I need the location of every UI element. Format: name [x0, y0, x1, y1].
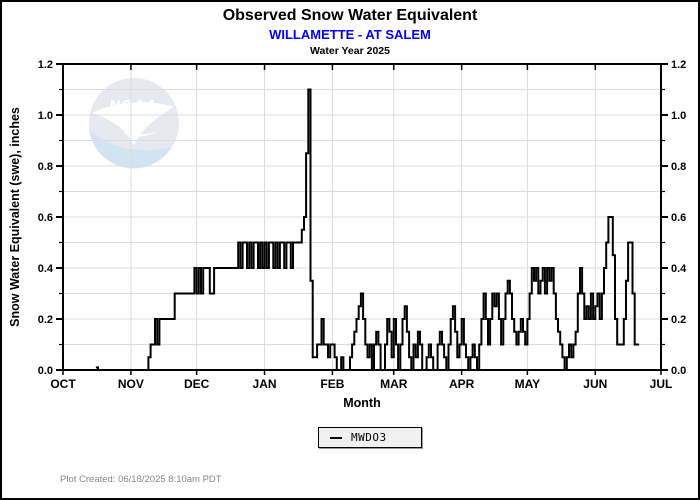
y-tick-label-right: 0.0: [671, 365, 686, 377]
legend-box: MWDO3: [318, 427, 422, 448]
x-tick-label-may: MAY: [515, 377, 541, 391]
noaa-logo-watermark: NOAA: [89, 78, 179, 169]
y-tick-label-left: 0.8: [38, 161, 53, 173]
x-tick-label-jun: JUN: [583, 377, 607, 391]
y-tick-label-right: 1.0: [671, 110, 686, 122]
station-name: WILLAMETTE - AT SALEM: [269, 27, 431, 42]
x-tick-label-feb: FEB: [320, 377, 344, 391]
legend-series-label: MWDO3: [351, 431, 387, 444]
x-tick-label-mar: MAR: [380, 377, 408, 391]
swe-chart: NOAA 0.0 0.0 0.2 0.2 0.4 0.4 0.6 0.6 0.8 0.8 1.0 1.0…: [8, 59, 687, 410]
noaa-watermark-text: NOAA: [110, 97, 158, 114]
y-tick-label-right: 1.2: [671, 59, 686, 71]
y-axis-title: Snow Water Equivalent (swe), inches: [8, 107, 22, 327]
y-tick-label-left: 0.0: [38, 365, 53, 377]
x-tick-label-jul: JUL: [650, 377, 673, 391]
axis-ticks: [56, 63, 668, 375]
x-tick-label-dec: DEC: [184, 377, 210, 391]
x-axis-title: Month: [343, 396, 380, 410]
y-tick-label-right: 0.4: [671, 263, 687, 275]
legend-line-sample: [330, 436, 342, 439]
water-year-label: Water Year 2025: [310, 45, 390, 57]
y-tick-label-right: 0.2: [671, 314, 686, 326]
swe-data-line: [95, 88, 640, 371]
y-tick-label-right: 0.6: [671, 212, 686, 224]
y-tick-label-left: 0.4: [38, 263, 54, 275]
y-tick-label-left: 0.6: [38, 212, 53, 224]
x-tick-label-nov: NOV: [118, 377, 144, 391]
y-tick-label-right: 0.8: [671, 161, 686, 173]
page-title: Observed Snow Water Equivalent: [222, 7, 478, 24]
y-tick-label-left: 1.2: [38, 59, 53, 71]
x-tick-label-jan: JAN: [253, 377, 277, 391]
y-tick-label-left: 1.0: [38, 110, 53, 122]
plot-created-text: Plot Created: 06/18/2025 8:10am PDT: [60, 474, 222, 485]
y-tick-label-left: 0.2: [38, 314, 53, 326]
x-tick-label-apr: APR: [449, 377, 475, 391]
x-tick-label-oct: OCT: [50, 377, 76, 391]
